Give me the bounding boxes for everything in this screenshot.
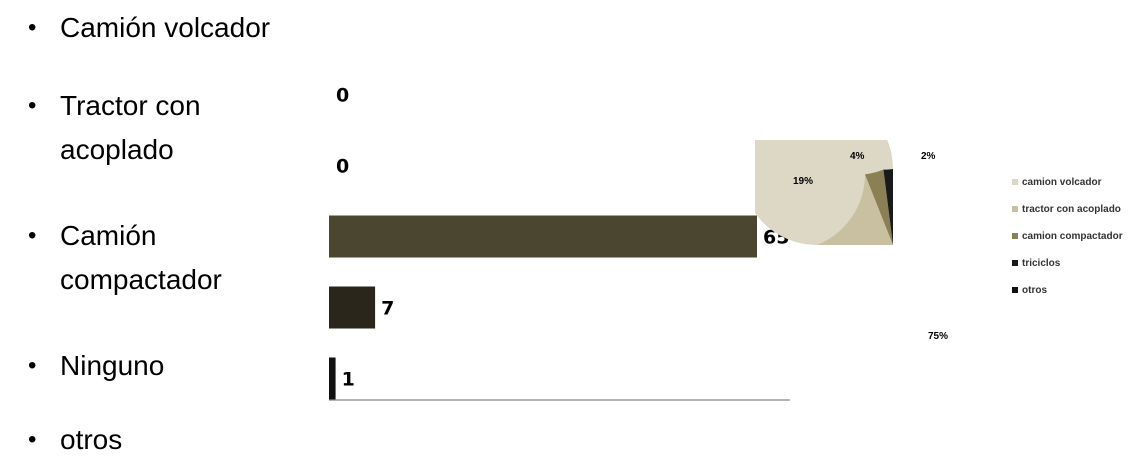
legend-swatch (1012, 260, 1018, 266)
pie-slice (817, 174, 893, 245)
bullet-text: Camión compactador (60, 220, 222, 295)
bullet-dot: • (28, 92, 37, 119)
bullet-dot: • (28, 222, 37, 249)
pie-slice-label: 19% (793, 176, 813, 187)
bar-value-label: 1 (342, 369, 355, 391)
legend: camion volcador tractor con acoplado camio… (1012, 177, 1123, 296)
legend-label: triciclos (1022, 258, 1061, 269)
legend-label: tractor con acoplado (1022, 204, 1121, 215)
pie-slice-label: 75% (928, 331, 948, 342)
pie-slice-label: 2% (921, 151, 936, 162)
bar (329, 215, 757, 258)
legend-swatch (1012, 179, 1018, 185)
pie-slice (865, 169, 893, 245)
pie-slice-label: 4% (850, 151, 865, 162)
bullet-text: otros (60, 424, 123, 455)
bullet-dot: • (28, 352, 37, 379)
legend-swatch (1012, 287, 1018, 293)
pie-chart: 75% 19% 4% 2% camion volcador tractor con ac… (755, 140, 1123, 342)
bar (329, 286, 376, 329)
legend-swatch (1012, 233, 1018, 239)
bar-value-label: 0 (336, 85, 349, 107)
pie-slice (883, 169, 893, 245)
pie-group: 75% 19% 4% 2% (755, 140, 948, 342)
bar-value-label: 7 (381, 298, 394, 320)
bullet-text: Ninguno (60, 350, 165, 381)
legend-label: otros (1022, 285, 1047, 296)
bullet-dot: • (28, 14, 37, 41)
bullet-text: Tractor con acoplado (60, 90, 201, 165)
bullet-text: Camión volcador (60, 12, 271, 43)
legend-label: camion volcador (1022, 177, 1102, 188)
bar (329, 357, 336, 400)
bullet-dot: • (28, 426, 37, 453)
bar-value-label: 0 (336, 156, 349, 178)
legend-label: camion compactador (1022, 231, 1123, 242)
legend-swatch (1012, 206, 1018, 212)
